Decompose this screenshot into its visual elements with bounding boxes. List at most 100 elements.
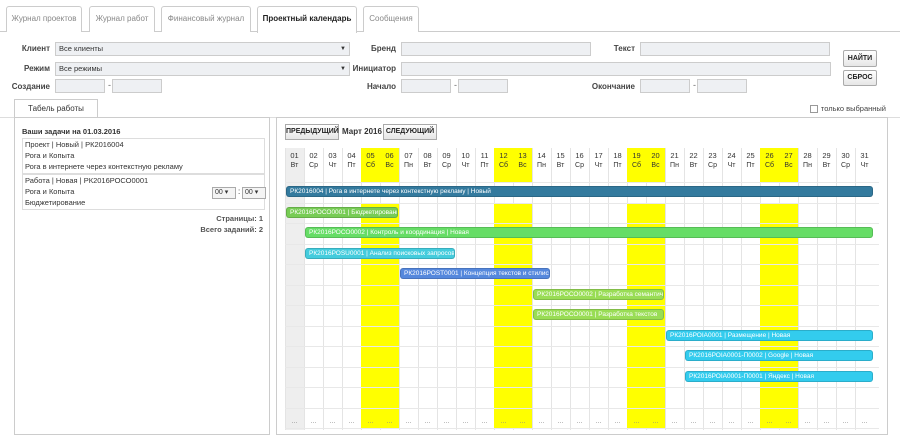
brand-input[interactable] bbox=[401, 42, 591, 56]
empty-marker: ... bbox=[785, 418, 792, 425]
tab-messages[interactable]: Сообщения bbox=[363, 6, 419, 32]
task-bar[interactable]: РК2016РОIA0001-П0002 | Google | Новая bbox=[685, 350, 873, 361]
weekend-cell bbox=[646, 366, 665, 387]
empty-marker: ... bbox=[329, 418, 336, 425]
day-number: 02 bbox=[309, 151, 318, 160]
tab-projects-journal[interactable]: Журнал проектов bbox=[6, 6, 82, 32]
task-bar[interactable]: РК2016РОСО0001 | Разработка текстов bbox=[533, 309, 664, 320]
client-select[interactable]: Все клиенты bbox=[55, 42, 350, 56]
day-number: 14 bbox=[537, 151, 546, 160]
task-description: Рога в интернете через контекстную рекла… bbox=[25, 162, 183, 171]
text-input[interactable] bbox=[640, 42, 830, 56]
day-number: 28 bbox=[803, 151, 812, 160]
day-column bbox=[475, 148, 494, 430]
task-bar[interactable]: РК2016РОIA0001-П0001 | Яндекс | Новая bbox=[685, 370, 873, 382]
weekend-cell bbox=[380, 407, 399, 428]
empty-marker: ... bbox=[367, 418, 374, 425]
empty-marker: ... bbox=[424, 418, 431, 425]
day-number: 05 bbox=[366, 151, 375, 160]
project-calendar: ПРЕДЫДУЩИЙ Март 2016 СЛЕДУЮЩИЙ 01 Вт... 02… bbox=[276, 117, 888, 435]
weekend-cell bbox=[513, 202, 532, 223]
empty-marker: ... bbox=[481, 418, 488, 425]
weekend-cell bbox=[646, 202, 665, 223]
weekend-cell bbox=[646, 264, 665, 285]
weekend-cell bbox=[627, 264, 646, 285]
task-item[interactable]: Работа | Новая | РК2016РОСО0001 Рога и К… bbox=[22, 174, 266, 210]
next-month-button[interactable]: СЛЕДУЮЩИЙ bbox=[383, 124, 437, 140]
start-range-separator: - bbox=[454, 80, 457, 90]
end-to-input[interactable] bbox=[697, 79, 747, 93]
weekend-cell bbox=[494, 243, 513, 264]
start-to-input[interactable] bbox=[458, 79, 508, 93]
day-header: 04 Пт bbox=[342, 148, 361, 182]
task-item[interactable]: Проект | Новый | РК2016004 Рога и Копыта… bbox=[22, 138, 265, 174]
day-column bbox=[836, 148, 855, 430]
task-bar[interactable]: РК2016РОST0001 | Концепция текстов и сти… bbox=[400, 268, 550, 279]
task-bar[interactable]: РК2016РОIA0001 | Размещение | Новая bbox=[666, 329, 873, 341]
weekend-cell bbox=[779, 264, 798, 285]
day-column bbox=[304, 148, 323, 430]
day-header: 01 Вт bbox=[285, 148, 304, 182]
row-divider bbox=[285, 366, 879, 368]
day-header: 14 Пн bbox=[532, 148, 551, 182]
tab-finance-journal[interactable]: Финансовый журнал bbox=[161, 6, 251, 32]
task-description: Бюджетирование bbox=[25, 198, 86, 207]
weekend-cell bbox=[627, 387, 646, 408]
initiator-input[interactable] bbox=[401, 62, 831, 76]
find-button[interactable]: НАЙТИ bbox=[843, 50, 877, 67]
task-bar[interactable]: РК2016РОСО0001 | Бюджетирование bbox=[286, 206, 398, 218]
end-label: Окончание bbox=[591, 82, 635, 91]
end-from-input[interactable] bbox=[640, 79, 690, 93]
day-number: 01 bbox=[290, 151, 299, 160]
empty-marker: ... bbox=[690, 418, 697, 425]
day-header: 31 Чт bbox=[855, 148, 874, 182]
task-bar[interactable]: РК2016РОСО0002 | Контроль и координация … bbox=[305, 227, 873, 238]
day-weekday: Ср bbox=[442, 162, 451, 169]
weekend-cell bbox=[513, 387, 532, 408]
only-selected-checkbox[interactable] bbox=[809, 105, 818, 114]
created-from-input[interactable] bbox=[55, 79, 105, 93]
only-selected-toggle[interactable]: только выбранный bbox=[809, 104, 886, 114]
day-header: 16 Ср bbox=[570, 148, 589, 182]
day-header: 26 Сб bbox=[760, 148, 779, 182]
hours-select[interactable]: 00 ▾ bbox=[212, 187, 236, 199]
prev-month-button[interactable]: ПРЕДЫДУЩИЙ bbox=[285, 124, 339, 140]
created-label: Создание bbox=[11, 82, 50, 91]
tab-project-calendar[interactable]: Проектный календарь bbox=[257, 6, 357, 33]
day-number: 15 bbox=[556, 151, 565, 160]
day-number: 23 bbox=[708, 151, 717, 160]
empty-marker: ... bbox=[709, 418, 716, 425]
tab-works-journal[interactable]: Журнал работ bbox=[89, 6, 155, 32]
created-range-separator: - bbox=[108, 80, 111, 90]
day-weekday: Сб bbox=[631, 162, 642, 169]
minutes-select[interactable]: 00 ▾ bbox=[242, 187, 266, 199]
empty-marker: ... bbox=[633, 418, 640, 425]
mode-select[interactable]: Все режимы bbox=[55, 62, 350, 76]
total-tasks: Всего заданий: 2 bbox=[200, 225, 263, 234]
day-weekday: Ср bbox=[708, 162, 717, 169]
initiator-label: Инициатор bbox=[352, 64, 396, 73]
weekend-cell bbox=[646, 346, 665, 367]
empty-marker: ... bbox=[443, 418, 450, 425]
created-to-input[interactable] bbox=[112, 79, 162, 93]
tab-work-timesheet[interactable]: Табель работы bbox=[14, 99, 98, 118]
day-header: 08 Вт bbox=[418, 148, 437, 182]
reset-button[interactable]: СБРОС bbox=[843, 70, 877, 86]
day-header: 09 Ср bbox=[437, 148, 456, 182]
day-header: 24 Чт bbox=[722, 148, 741, 182]
day-number: 16 bbox=[575, 151, 584, 160]
start-from-input[interactable] bbox=[401, 79, 451, 93]
task-bar[interactable]: РК2016РОСО0002 | Разработка семантическо… bbox=[533, 288, 664, 300]
day-number: 26 bbox=[765, 151, 774, 160]
day-weekday: Чт bbox=[860, 162, 869, 169]
day-number: 12 bbox=[499, 151, 508, 160]
row-divider bbox=[285, 202, 879, 204]
weekend-cell bbox=[513, 346, 532, 367]
task-bar[interactable]: РК2016РОSU0001 | Анализ поисковых запрос… bbox=[305, 247, 455, 259]
task-bar[interactable]: РК2016004 | Рога в интернете через конте… bbox=[286, 186, 873, 197]
day-number: 10 bbox=[461, 151, 470, 160]
weekend-cell bbox=[361, 366, 380, 387]
day-number: 29 bbox=[822, 151, 831, 160]
day-header: 19 Сб bbox=[627, 148, 646, 182]
day-number: 03 bbox=[328, 151, 337, 160]
